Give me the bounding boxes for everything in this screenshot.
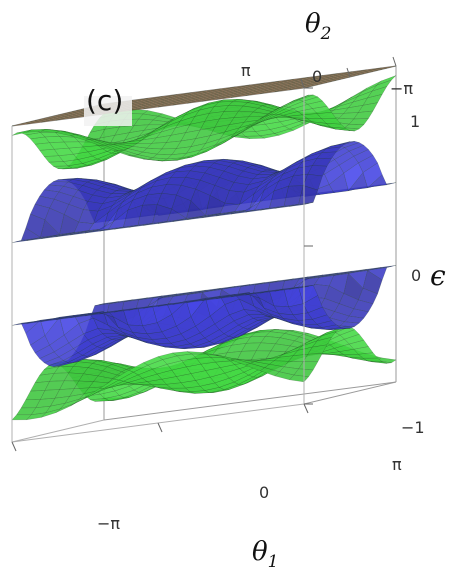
theta2-tick-label: 0 xyxy=(312,67,322,86)
panel-label: (c) xyxy=(86,84,123,117)
epsilon-tick-label: −1 xyxy=(401,418,425,437)
bounding-box-edge xyxy=(11,419,105,443)
surface-upper-outer xyxy=(11,75,397,170)
bounding-box-edge xyxy=(103,381,397,421)
panel-label-background xyxy=(84,96,132,126)
surface-upper-inner xyxy=(11,141,397,243)
theta2-tick-mark xyxy=(346,67,351,78)
theta1-axis-label: θ1 xyxy=(252,537,278,572)
surface-lower-outer xyxy=(11,325,397,421)
theta1-tick-mark xyxy=(157,422,163,433)
bounding-box-edge xyxy=(303,381,397,405)
theta2-tick-mark xyxy=(392,56,397,67)
epsilon-tick-label: 0 xyxy=(411,266,421,285)
band-surfaces xyxy=(11,65,397,421)
axis-ticks xyxy=(11,56,397,452)
surface-lower-inner xyxy=(11,265,397,367)
theta2-tick-label: −π xyxy=(390,79,413,98)
theta1-tick-mark xyxy=(303,403,309,414)
theta2-tick-label: π xyxy=(241,61,251,80)
epsilon-tick-label: 1 xyxy=(410,112,420,131)
theta1-tick-label: −π xyxy=(97,514,120,533)
theta1-tick-label: π xyxy=(392,455,402,474)
theta1-tick-mark xyxy=(11,441,17,452)
theta2-axis-label: θ2 xyxy=(305,9,331,44)
theta2-tick-mark xyxy=(300,78,305,89)
epsilon-axis-label: ϵ xyxy=(430,259,446,292)
theta1-tick-label: 0 xyxy=(259,483,269,502)
surface-flat xyxy=(11,65,397,127)
